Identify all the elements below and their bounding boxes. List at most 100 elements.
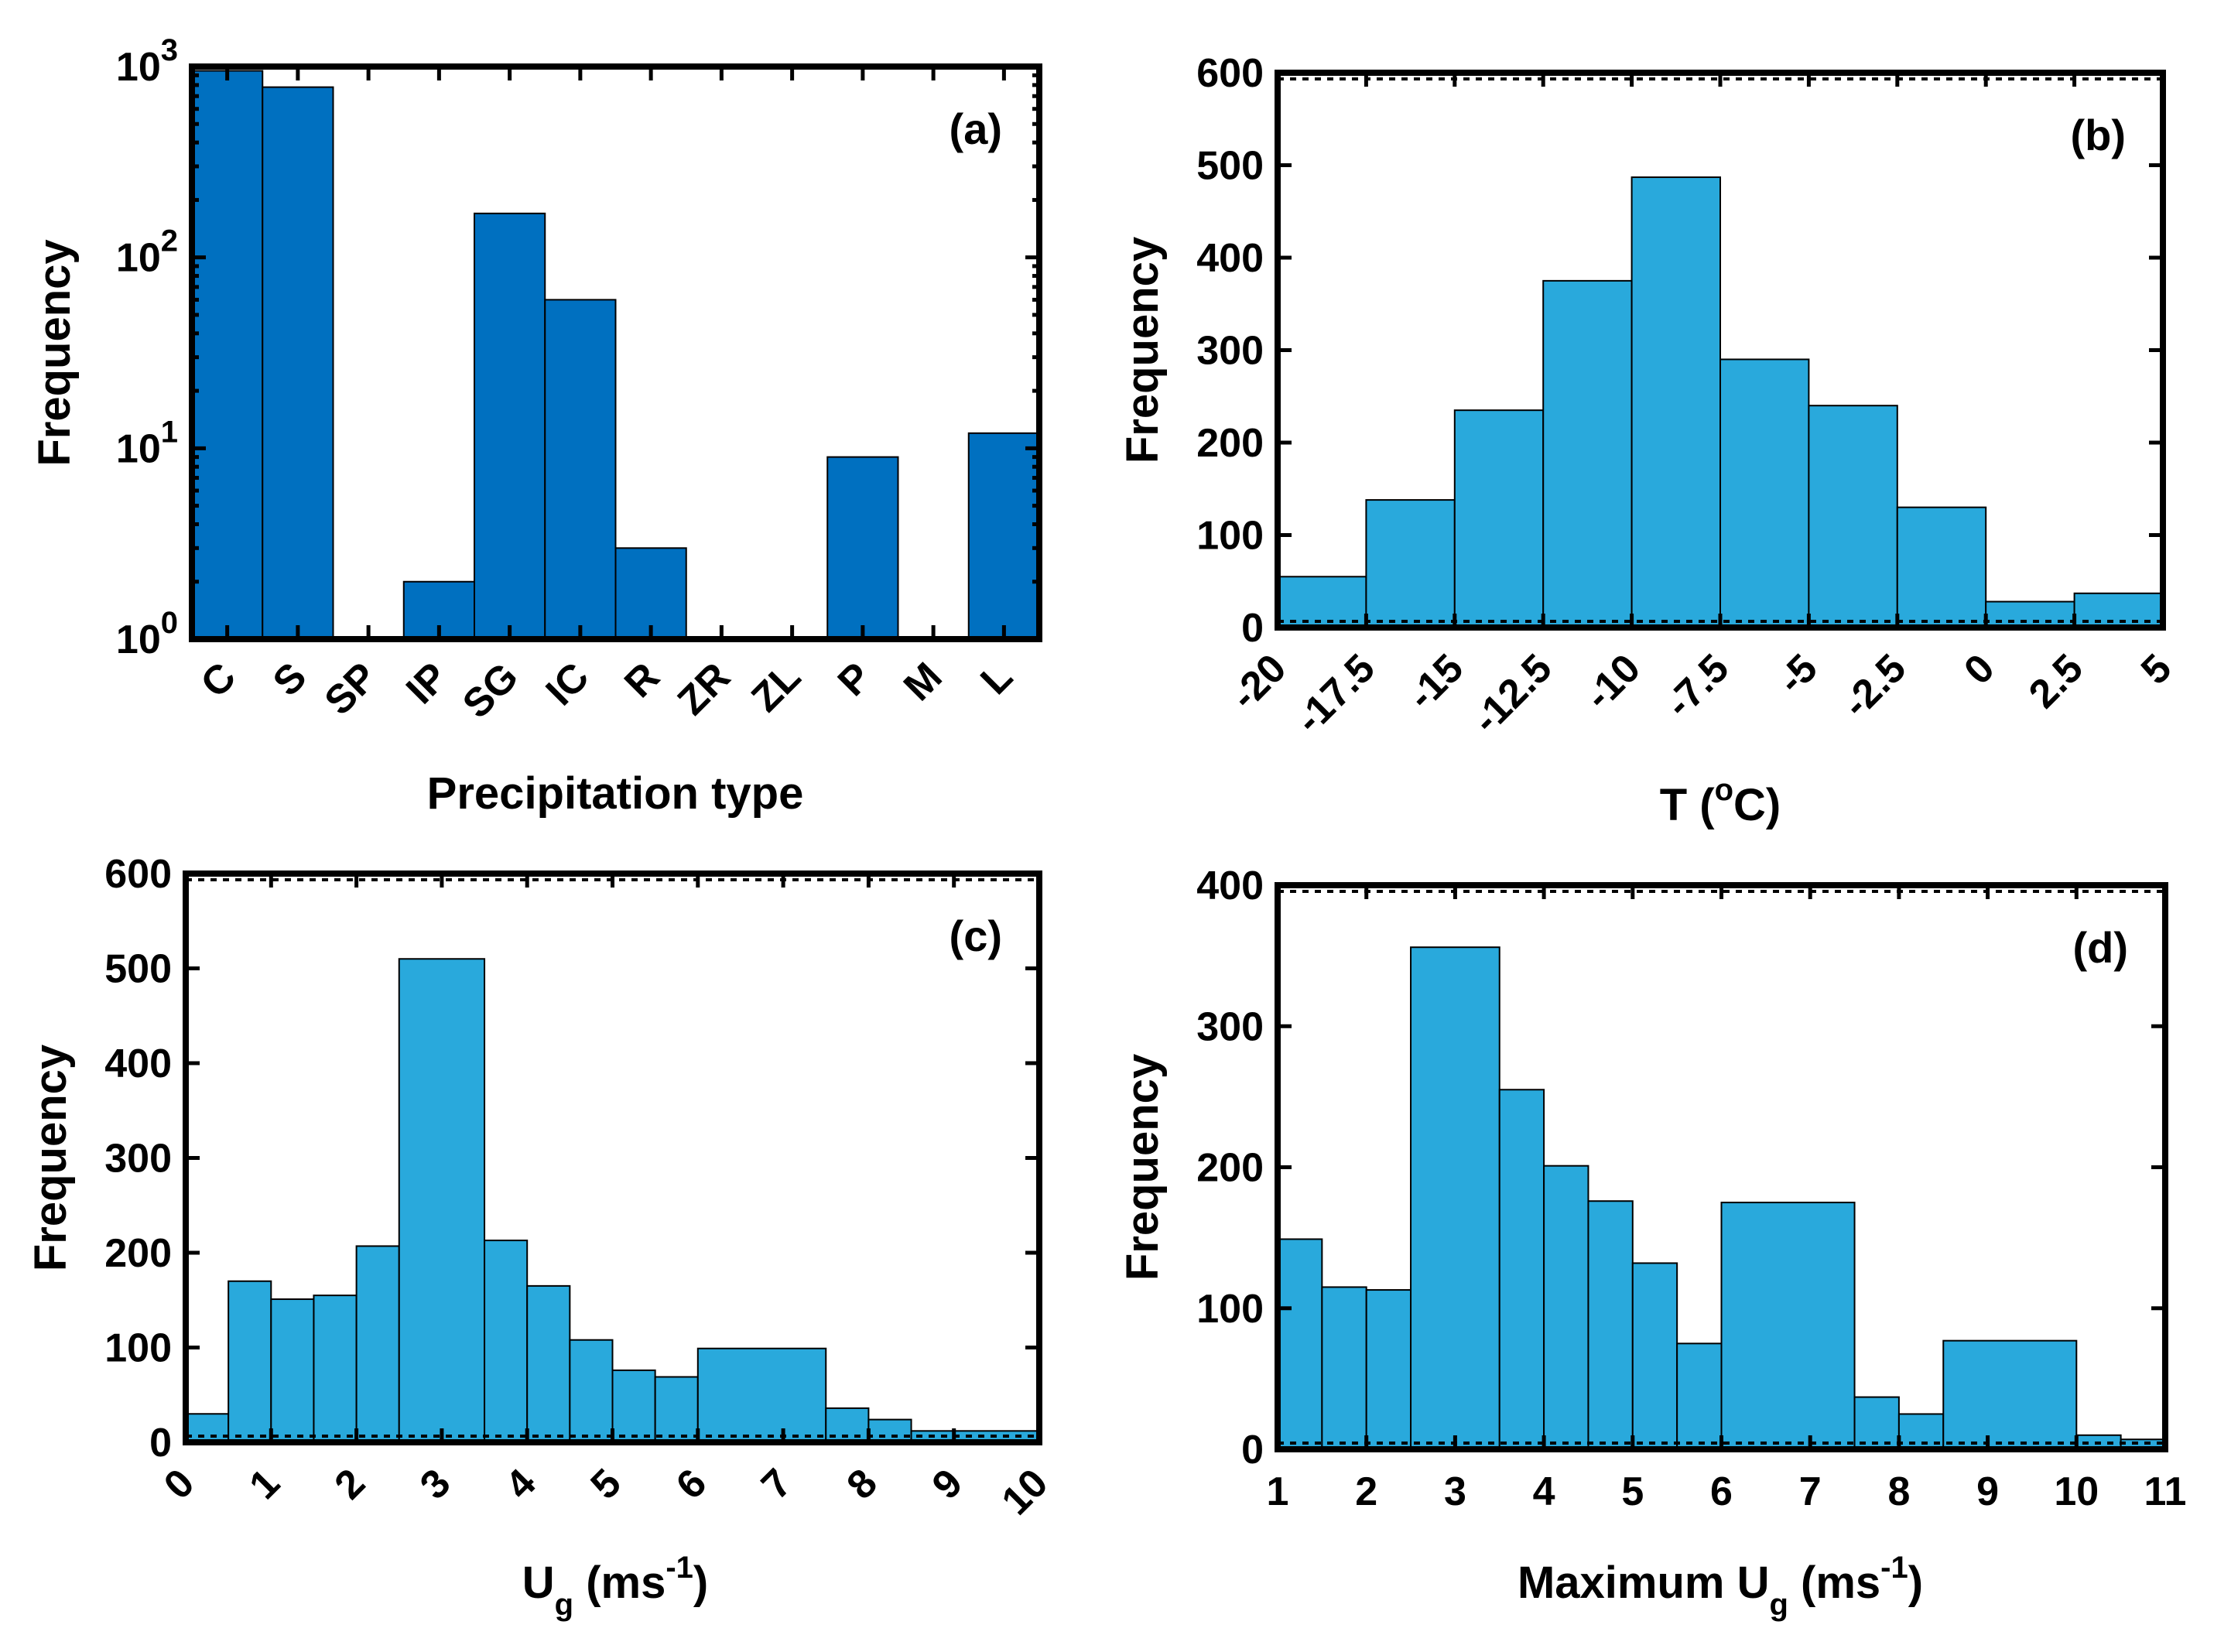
- bar-3: [1410, 946, 1500, 1450]
- y-axis-label: Frequency: [26, 1045, 76, 1271]
- y-tick-label: 100: [1196, 514, 1264, 559]
- x-tick-label: 6: [668, 1460, 715, 1507]
- x-tick-label: SG: [454, 654, 527, 727]
- x-axis-label: Maximum Ug (ms-1): [1518, 1551, 1923, 1622]
- y-tick-label: 200: [1196, 421, 1264, 466]
- x-tick-label: 2.5: [2021, 645, 2092, 717]
- x-tick-label: -20: [1222, 645, 1295, 718]
- bar-6: [1808, 405, 1898, 628]
- x-tick-label: -2.5: [1834, 645, 1914, 726]
- axes-frame: [189, 63, 1042, 642]
- bar-8: [1676, 1342, 1723, 1450]
- x-tick-label: 10: [994, 1460, 1057, 1524]
- x-tick-label: ZR: [669, 654, 739, 723]
- bar-L: [967, 432, 1040, 640]
- bar-9: [2073, 592, 2164, 628]
- bar-7: [1631, 1262, 1678, 1451]
- bar-8: [569, 1339, 614, 1443]
- y-tick-label: 100: [1196, 1287, 1264, 1332]
- y-tick-label: 600: [1196, 51, 1264, 96]
- x-tick-label: -7.5: [1657, 645, 1737, 726]
- x-tick-label: S: [265, 654, 316, 705]
- y-tick-label: 600: [104, 852, 172, 897]
- bar-3: [1542, 279, 1633, 628]
- y-tick-label: 300: [1196, 329, 1264, 374]
- panel-label: (d): [2072, 923, 2128, 972]
- x-tick-label: L: [972, 654, 1021, 703]
- panel-d: 0 100 200 300 400 1 2 3 4 5 6 7 8 9 10 11 (d) Frequency Ma…: [1117, 864, 2186, 1622]
- bar-11: [696, 1347, 827, 1443]
- bar-3: [313, 1295, 358, 1443]
- x-tick-label: 1: [1267, 1469, 1289, 1514]
- x-tick-label: 5: [2133, 645, 2180, 693]
- bar-9: [1720, 1202, 1856, 1450]
- bar-4: [1630, 176, 1722, 629]
- bar-0: [1277, 1238, 1323, 1450]
- x-tick-label: 9: [924, 1460, 971, 1507]
- bar-5: [1543, 1165, 1589, 1450]
- x-tick-label: 6: [1710, 1469, 1733, 1514]
- bar-5: [398, 958, 486, 1443]
- x-tick-label: IC: [538, 654, 598, 714]
- x-tick-label: P: [830, 654, 881, 705]
- y-tick-label: 500: [1196, 144, 1264, 189]
- y-tick-label: 103: [116, 33, 178, 90]
- y-tick-label: 0: [1241, 606, 1264, 651]
- x-tick-label: -10: [1576, 645, 1649, 718]
- x-axis-label: Ug (ms-1): [522, 1551, 709, 1622]
- x-tick-label: 7: [753, 1460, 800, 1507]
- x-tick-label: C: [193, 654, 245, 706]
- x-tick-label: 2: [1355, 1469, 1377, 1514]
- y-tick-label: 0: [149, 1421, 172, 1466]
- x-tick-label: 9: [1976, 1469, 1999, 1514]
- bar-8: [1985, 600, 2075, 628]
- y-tick-label: 400: [1196, 236, 1264, 281]
- x-tick-label: 1: [241, 1460, 288, 1507]
- y-tick-label: 101: [116, 415, 178, 471]
- y-tick-label: 200: [1196, 1146, 1264, 1191]
- y-axis-label: Frequency: [1117, 1054, 1168, 1281]
- x-tick-label: 0: [1956, 645, 2003, 693]
- x-tick-label: 5: [1621, 1469, 1644, 1514]
- y-tick-label: 500: [104, 947, 172, 992]
- x-tick-label: 8: [1887, 1469, 1910, 1514]
- y-tick-label: 200: [104, 1231, 172, 1276]
- x-tick-label: -15: [1399, 645, 1472, 718]
- x-tick-label: 5: [583, 1460, 630, 1507]
- x-tick-label: R: [616, 654, 669, 706]
- bar-10: [654, 1376, 699, 1443]
- bar-SG: [474, 212, 546, 641]
- x-axis-label: T (oC): [1660, 773, 1781, 830]
- panel-b: 0 100 200 300 400 500 600 -20-17.5 -15-12.5 -10 -7…: [1117, 51, 2180, 830]
- y-axis-label: Frequency: [29, 239, 80, 466]
- bar-1: [1321, 1286, 1367, 1450]
- bar-2: [1453, 409, 1545, 628]
- x-tick-label: 2: [327, 1460, 374, 1507]
- x-tick-label: 7: [1799, 1469, 1822, 1514]
- bar-6: [1587, 1200, 1634, 1450]
- bar-12: [1942, 1339, 2078, 1450]
- y-tick-label: 300: [104, 1137, 172, 1182]
- x-tick-label: SP: [317, 654, 386, 723]
- bar-2: [1365, 1289, 1412, 1450]
- bar-13: [867, 1418, 912, 1443]
- y-axis-label: Frequency: [1117, 237, 1168, 463]
- bar-1: [1365, 499, 1456, 629]
- bar-7: [526, 1284, 571, 1443]
- y-tick-label: 100: [116, 606, 178, 662]
- x-tick-label: IP: [398, 654, 457, 713]
- bar-R: [614, 547, 687, 641]
- x-tick-label: 10: [2054, 1469, 2099, 1514]
- x-tick-label: 8: [838, 1460, 885, 1507]
- bar-6: [484, 1240, 529, 1443]
- y-tick-label: 400: [104, 1041, 172, 1086]
- x-axis-label: Precipitation type: [427, 768, 804, 819]
- bar-7: [1896, 506, 1987, 629]
- bar-C: [191, 70, 264, 640]
- bar-10: [1853, 1396, 1900, 1451]
- y-tick-label: 300: [1196, 1004, 1264, 1049]
- bar-9: [611, 1369, 656, 1444]
